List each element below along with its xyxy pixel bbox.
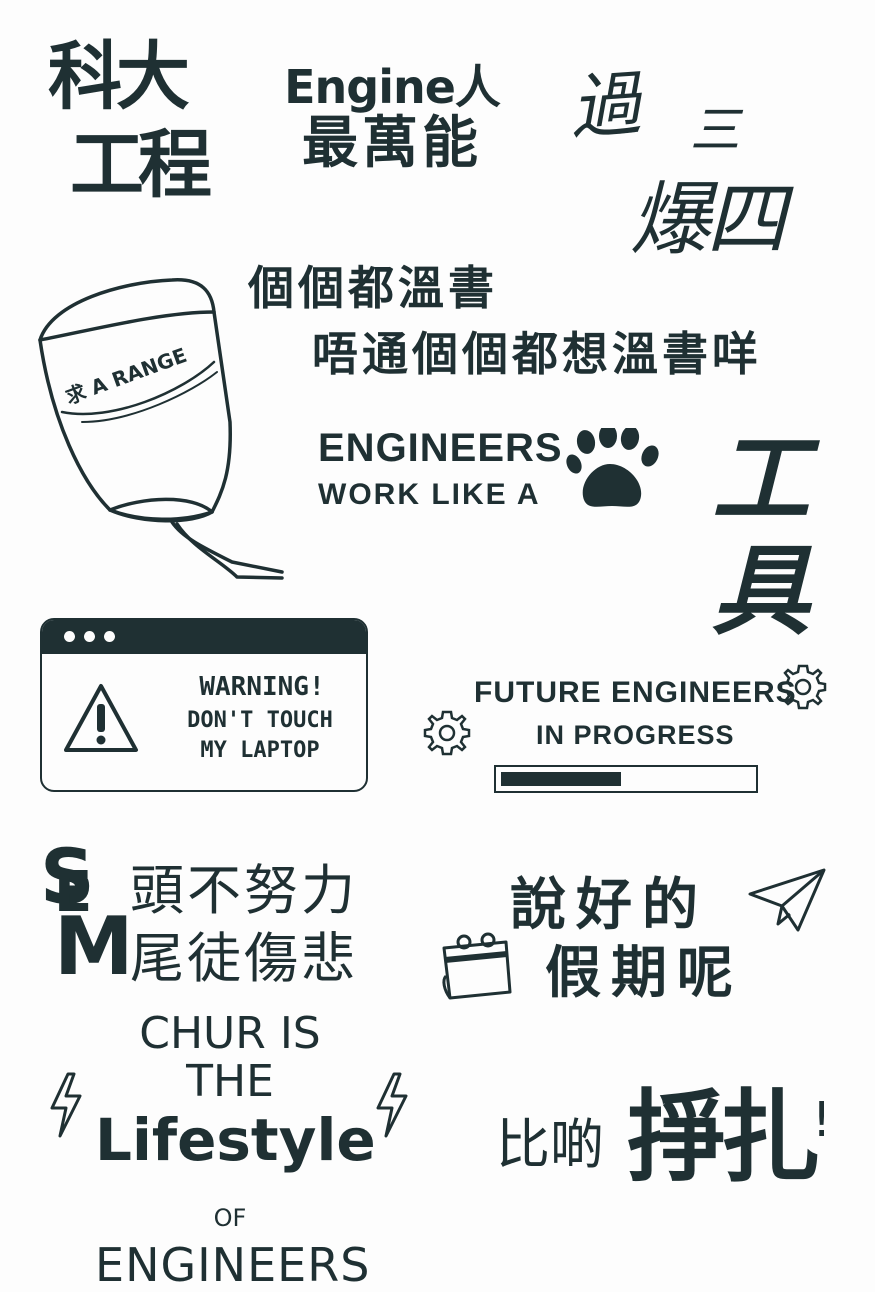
sticker-text-line: Engine人: [284, 60, 501, 114]
gear-icon: [422, 708, 472, 758]
sticker-text-line: ENGINEERS: [95, 1238, 371, 1292]
sticker-text-line: 頭不努力: [130, 859, 358, 922]
window-dot-icon: [104, 631, 115, 642]
sticker-text-line: 掙扎: [626, 1079, 820, 1196]
calendar-icon: [436, 930, 516, 1005]
sem-letter-e: E: [54, 860, 93, 925]
sticker-everyone-studies-line2: 唔通個個都想溫書咩: [312, 327, 762, 381]
warning-line: MY LAPTOP: [200, 738, 320, 763]
sticker-text-line: 科大: [48, 34, 190, 120]
lightning-icon: [46, 1070, 86, 1140]
sticker-engine-people: Engine人 最萬能: [272, 62, 512, 174]
progress-fill: [501, 772, 621, 786]
sticker-text-line: 三: [690, 101, 740, 159]
paper-plane-icon: [746, 866, 828, 936]
lifestyle-word: Lifestyle: [95, 1105, 376, 1174]
progress-bar: [494, 765, 758, 793]
engineers-title: ENGINEERS: [318, 426, 563, 470]
sticker-text-line: Lifestyle OF: [95, 1106, 376, 1240]
sticker-everyone-studies-line1: 個個都溫書: [248, 261, 498, 315]
sticker-text-line: 工程: [70, 122, 212, 208]
warning-line: DON'T TOUCH: [187, 708, 333, 733]
window-title-bar: [42, 620, 366, 654]
warning-title: WARNING!: [199, 672, 325, 702]
future-engineers-title: FUTURE ENGINEERS: [474, 676, 797, 709]
lightning-icon: [372, 1070, 412, 1140]
sky-lantern-sticker: 求 A RANGE: [32, 272, 302, 592]
warning-icon: [64, 684, 138, 752]
window-dot-icon: [64, 631, 75, 642]
sticker-text-line: 比啲: [496, 1113, 604, 1176]
sem-letter-m: M: [54, 900, 134, 993]
of-word: OF: [213, 1204, 247, 1233]
sticker-sem-saying: S E M 頭不努力 尾徒傷悲: [40, 832, 420, 993]
sticker-text-line: CHUR IS THE: [139, 1008, 321, 1108]
lantern-icon: [38, 278, 284, 580]
paw-icon: [566, 424, 662, 514]
sticker-text-line: 爆四: [630, 173, 786, 266]
gear-icon: [778, 662, 828, 712]
promised-holiday-line2: 假期呢: [545, 941, 743, 1006]
work-like-a-text: WORK LIKE A: [318, 478, 541, 511]
warning-window-sticker: WARNING! DON'T TOUCH MY LAPTOP: [40, 618, 368, 792]
sticker-text-line: 過: [567, 62, 644, 150]
sticker-hkust-engineering: 科大 工程: [48, 40, 223, 210]
chur-lifestyle-sticker: CHUR IS THE Lifestyle OF ENGINEERS: [95, 1008, 376, 1292]
in-progress-text: IN PROGRESS: [536, 720, 735, 750]
sticker-text-line: 具: [712, 535, 811, 649]
sticker-text-line: 工: [712, 423, 811, 537]
sem-letter-s: S: [40, 832, 95, 921]
sticker-tool: 工 具: [712, 400, 842, 649]
promised-holiday-line1: 說好的: [510, 873, 708, 938]
sticker-struggle: 比啲 掙扎 !: [496, 1060, 836, 1196]
sticker-text-line: 最萬能: [302, 110, 482, 176]
sticker-pass-three-burst-four: 過 三 爆四: [567, 50, 840, 266]
exclamation-mark: !: [812, 1092, 832, 1148]
sticker-text-line: 尾徒傷悲: [130, 927, 358, 990]
window-dot-icon: [84, 631, 95, 642]
